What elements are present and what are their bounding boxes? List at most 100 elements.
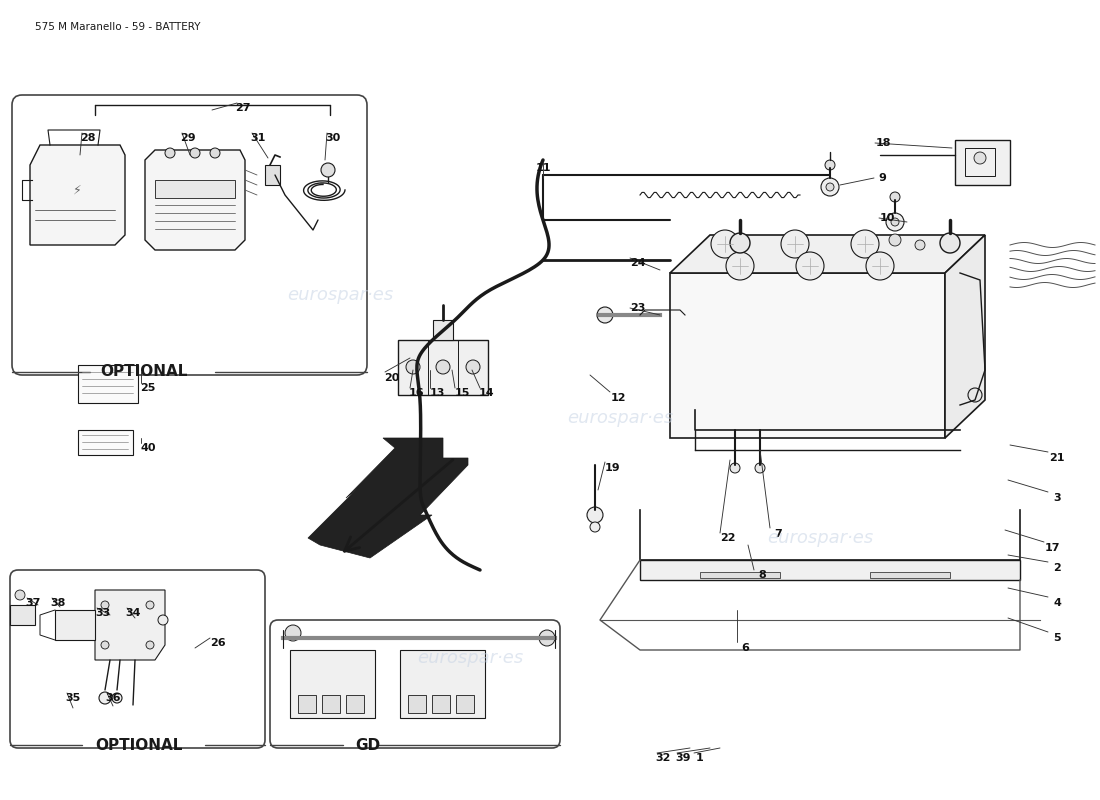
Circle shape (796, 252, 824, 280)
Text: 30: 30 (326, 133, 341, 143)
Circle shape (851, 230, 879, 258)
Circle shape (974, 152, 986, 164)
Text: 39: 39 (675, 753, 691, 763)
Text: 10: 10 (879, 213, 894, 223)
Text: 4: 4 (1053, 598, 1060, 608)
Circle shape (101, 641, 109, 649)
Bar (400, 650, 485, 718)
Text: 18: 18 (876, 138, 891, 148)
Circle shape (406, 360, 420, 374)
Text: OPTIONAL: OPTIONAL (95, 738, 183, 753)
Polygon shape (145, 150, 245, 250)
Text: 40: 40 (141, 443, 156, 453)
Circle shape (889, 234, 901, 246)
Circle shape (891, 218, 899, 226)
Text: 13: 13 (429, 388, 444, 398)
Bar (640, 560, 1020, 580)
Text: 12: 12 (610, 393, 626, 403)
Bar (55, 610, 95, 640)
Text: 19: 19 (604, 463, 619, 473)
Bar (955, 140, 1010, 185)
Circle shape (821, 178, 839, 196)
Text: 23: 23 (630, 303, 646, 313)
Text: 20: 20 (384, 373, 399, 383)
Text: 2: 2 (1053, 563, 1060, 573)
Circle shape (915, 240, 925, 250)
Text: 37: 37 (25, 598, 41, 608)
Bar (456, 695, 474, 713)
Circle shape (112, 693, 122, 703)
Bar (298, 695, 316, 713)
Text: 24: 24 (630, 258, 646, 268)
Text: 11: 11 (536, 163, 551, 173)
Bar (432, 695, 450, 713)
Polygon shape (95, 590, 165, 660)
Circle shape (826, 183, 834, 191)
Text: GD: GD (355, 738, 381, 753)
Bar (10, 605, 35, 625)
Circle shape (158, 615, 168, 625)
Text: 5: 5 (1053, 633, 1060, 643)
Circle shape (466, 360, 480, 374)
Text: eurospar·es: eurospar·es (287, 286, 393, 304)
Circle shape (539, 630, 556, 646)
Circle shape (886, 213, 904, 231)
Circle shape (940, 233, 960, 253)
Circle shape (101, 601, 109, 609)
Bar (290, 650, 375, 718)
Text: 7: 7 (774, 529, 782, 539)
Text: eurospar·es: eurospar·es (566, 409, 673, 427)
Text: 38: 38 (51, 598, 66, 608)
Text: 575 M Maranello - 59 - BATTERY: 575 M Maranello - 59 - BATTERY (35, 22, 200, 32)
Text: 28: 28 (80, 133, 96, 143)
Bar (265, 165, 280, 185)
Text: 35: 35 (65, 693, 80, 703)
Text: 36: 36 (106, 693, 121, 703)
Circle shape (781, 230, 808, 258)
Circle shape (726, 252, 754, 280)
Bar (398, 340, 488, 395)
Text: 1: 1 (696, 753, 704, 763)
Text: 3: 3 (1053, 493, 1060, 503)
Bar (870, 572, 950, 578)
Circle shape (285, 625, 301, 641)
Circle shape (146, 601, 154, 609)
Bar (965, 148, 996, 176)
Circle shape (730, 233, 750, 253)
Text: OPTIONAL: OPTIONAL (100, 365, 187, 379)
Text: 27: 27 (235, 103, 251, 113)
Circle shape (866, 252, 894, 280)
Circle shape (436, 360, 450, 374)
Circle shape (711, 230, 739, 258)
Text: 15: 15 (454, 388, 470, 398)
Text: 21: 21 (1049, 453, 1065, 463)
Circle shape (597, 307, 613, 323)
Text: ⚡: ⚡ (73, 183, 81, 197)
Polygon shape (945, 235, 984, 438)
Circle shape (590, 522, 600, 532)
Text: 16: 16 (409, 388, 425, 398)
Circle shape (587, 507, 603, 523)
Circle shape (146, 641, 154, 649)
Polygon shape (670, 235, 984, 273)
Bar (346, 695, 364, 713)
Text: 6: 6 (741, 643, 749, 653)
Text: 22: 22 (720, 533, 736, 543)
Circle shape (825, 160, 835, 170)
Text: 26: 26 (210, 638, 225, 648)
Text: 17: 17 (1044, 543, 1059, 553)
Bar (700, 572, 780, 578)
Text: 25: 25 (141, 383, 156, 393)
Circle shape (15, 590, 25, 600)
Text: 14: 14 (480, 388, 495, 398)
Circle shape (190, 148, 200, 158)
Text: eurospar·es: eurospar·es (767, 529, 873, 547)
Circle shape (755, 463, 764, 473)
Bar (408, 695, 426, 713)
Text: 33: 33 (96, 608, 111, 618)
Text: 34: 34 (125, 608, 141, 618)
Circle shape (165, 148, 175, 158)
Text: 32: 32 (656, 753, 671, 763)
Text: 8: 8 (758, 570, 766, 580)
Text: eurospar·es: eurospar·es (417, 649, 524, 667)
